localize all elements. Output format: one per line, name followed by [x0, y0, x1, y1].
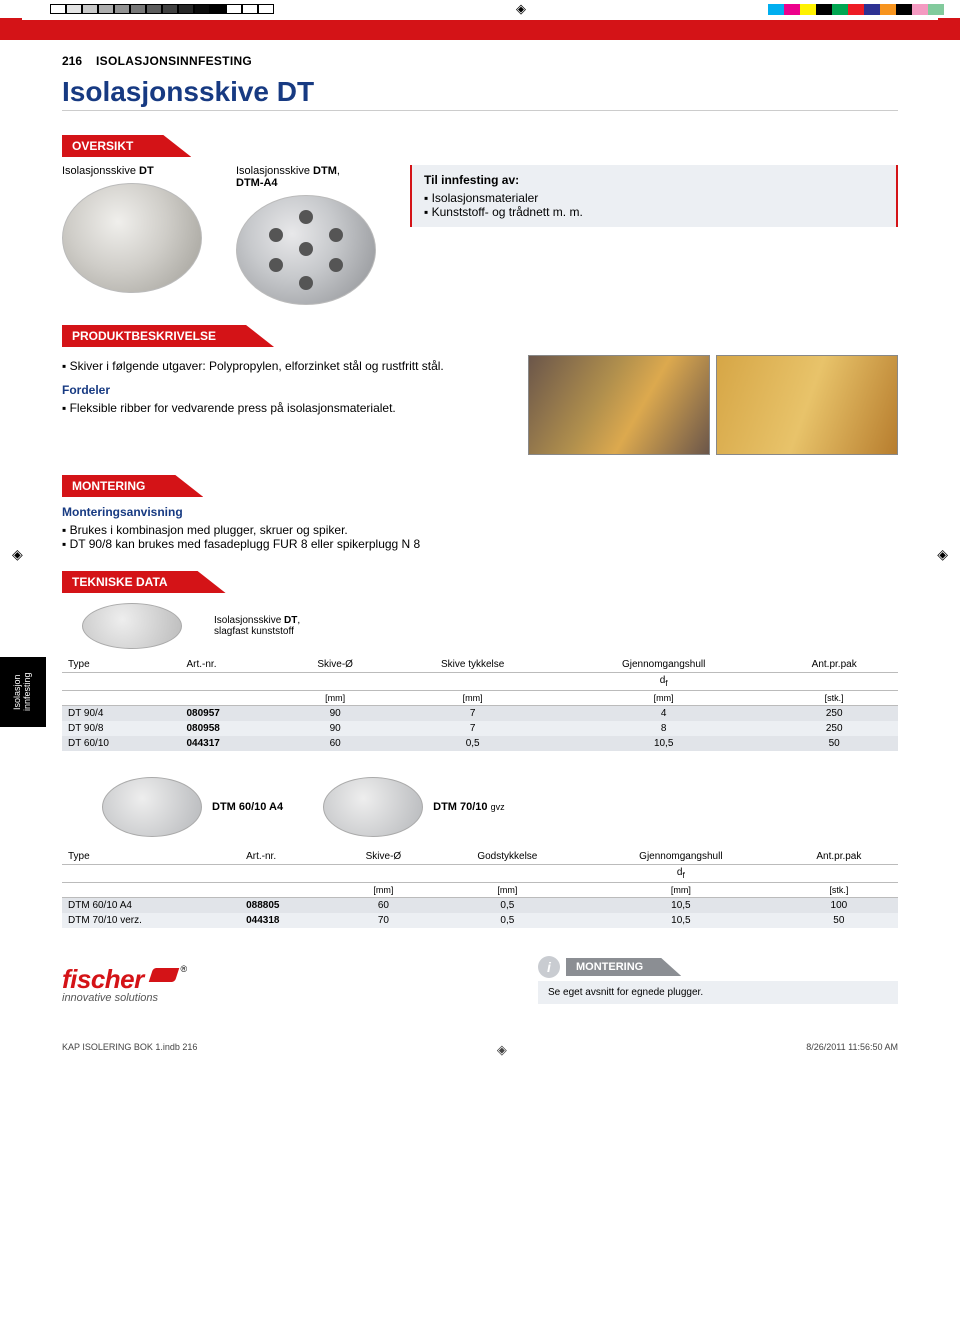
doc-timestamp: 8/26/2011 11:56:50 AM	[806, 1042, 898, 1058]
section-montering: MONTERING Monteringsanvisning Brukes i k…	[62, 475, 898, 551]
center-register-icon: ◈	[274, 1, 768, 17]
install-photo	[716, 355, 898, 455]
footer-montering: i MONTERING Se eget avsnitt for egnede p…	[538, 956, 898, 1004]
section-tab: TEKNISKE DATA	[62, 571, 226, 593]
list-item: Kunststoff- og trådnett m. m.	[424, 205, 884, 219]
montering-list: Brukes i kombinasjon med plugger, skruer…	[62, 523, 898, 551]
brand-logo: fischer	[62, 964, 144, 994]
install-photo	[528, 355, 710, 455]
footer-tab: MONTERING	[566, 958, 681, 976]
product-image-dtm-gvz	[323, 777, 423, 837]
list-item: Fleksible ribber for vedvarende press på…	[62, 401, 508, 415]
fordeler-list: Fleksible ribber for vedvarende press på…	[62, 401, 508, 415]
oversikt-col-dtm: Isolasjonsskive DTM, DTM-A4	[236, 165, 396, 305]
product-name: DTM 70/10 gvz	[433, 801, 504, 813]
product-image-dtm	[236, 195, 376, 305]
section-produktbeskrivelse: PRODUKTBESKRIVELSE Skiver i følgende utg…	[62, 325, 898, 455]
table-row: DT 90/80809589078250	[62, 721, 898, 736]
list-item: DT 90/8 kan brukes med fasadeplugg FUR 8…	[62, 537, 898, 551]
section-tekniske-data: TEKNISKE DATA Isolasjonsskive DT, slagfa…	[62, 571, 898, 928]
tekniske-thumb	[62, 601, 202, 651]
table-row: DT 90/40809579074250	[62, 706, 898, 722]
page-header: 216 ISOLASJONSINNFESTING	[62, 54, 898, 68]
list-item: Isolasjonsmaterialer	[424, 191, 884, 205]
list-item: Brukes i kombinasjon med plugger, skruer…	[62, 523, 898, 537]
prodbesk-photos	[528, 355, 898, 455]
section-tab: MONTERING	[62, 475, 203, 497]
product-pair: DTM 60/10 A4 DTM 70/10 gvz	[102, 777, 898, 837]
montering-subtitle: Monteringsanvisning	[62, 505, 898, 519]
table-row: DTM 60/10 A4088805600,510,5100	[62, 898, 898, 914]
footer-note: Se eget avsnitt for egnede plugger.	[538, 981, 898, 1004]
grayscale-swatches	[50, 4, 274, 14]
header-stripe	[0, 20, 960, 40]
color-swatches	[768, 4, 960, 15]
title-rule	[62, 110, 898, 111]
oversikt-col-dt: Isolasjonsskive DT	[62, 165, 222, 293]
prodbesk-list: Skiver i følgende utgaver: Polypropylen,…	[62, 359, 508, 373]
bottom-register-icon: ◈	[497, 1042, 507, 1058]
product-image-dt	[62, 183, 202, 293]
registration-bar: ◈	[0, 0, 960, 12]
section-tab: PRODUKTBESKRIVELSE	[62, 325, 274, 347]
doc-filename: KAP ISOLERING BOK 1.indb 216	[62, 1042, 197, 1058]
info-list: IsolasjonsmaterialerKunststoff- og trådn…	[424, 191, 884, 219]
product-title: Isolasjonsskive DT	[62, 76, 898, 108]
doc-metadata: KAP ISOLERING BOK 1.indb 216 ◈ 8/26/2011…	[0, 1014, 960, 1068]
table-row: DTM 70/10 verz.044318700,510,550	[62, 913, 898, 928]
page-number: 216	[62, 54, 82, 68]
fordeler-title: Fordeler	[62, 383, 508, 397]
brand-block: fischer ® innovative solutions	[62, 964, 187, 1004]
page-category: ISOLASJONSINNFESTING	[96, 54, 252, 68]
spec-table-2: TypeArt.-nr.Skive-ØGodstykkelseGjennomga…	[62, 849, 898, 928]
crop-mark-icon: ◈	[12, 546, 23, 563]
section-heading: OVERSIKT	[62, 135, 898, 157]
info-title: Til innfesting av:	[424, 173, 884, 187]
product-name: DTM 60/10 A4	[212, 801, 283, 813]
brand-badge-icon	[149, 968, 180, 982]
reg-mark: ®	[180, 964, 187, 974]
list-item: Skiver i følgende utgaver: Polypropylen,…	[62, 359, 508, 373]
info-box: Til innfesting av: IsolasjonsmaterialerK…	[410, 165, 898, 227]
spec-table-1: TypeArt.-nr.Skive-ØSkive tykkelseGjennom…	[62, 657, 898, 751]
section-oversikt: OVERSIKT Isolasjonsskive DT Isolasjonssk…	[62, 135, 898, 305]
side-tab: Isolasjon innfesting	[0, 657, 46, 727]
tekniske-caption: Isolasjonsskive DT, slagfast kunststoff	[214, 615, 300, 637]
section-tab: OVERSIKT	[62, 135, 191, 157]
info-icon: i	[538, 956, 560, 978]
product-image-dtm-a4	[102, 777, 202, 837]
table-row: DT 60/10044317600,510,550	[62, 736, 898, 751]
column-label: Isolasjonsskive DTM, DTM-A4	[236, 165, 396, 189]
crop-mark-icon: ◈	[937, 546, 948, 563]
column-label: Isolasjonsskive DT	[62, 165, 222, 177]
